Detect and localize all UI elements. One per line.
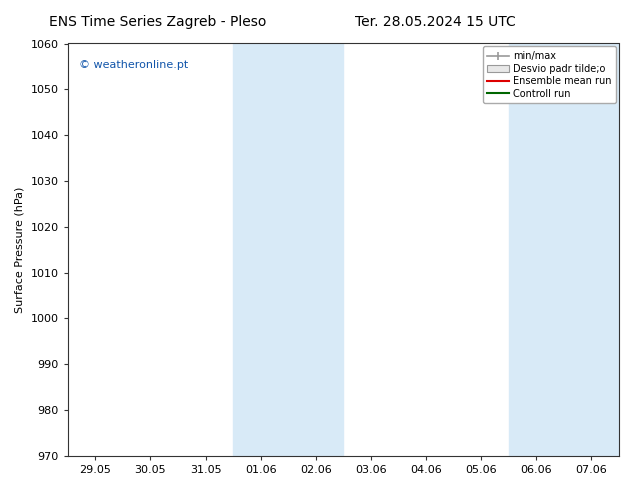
Legend: min/max, Desvio padr tilde;o, Ensemble mean run, Controll run: min/max, Desvio padr tilde;o, Ensemble m… — [482, 47, 616, 103]
Text: Ter. 28.05.2024 15 UTC: Ter. 28.05.2024 15 UTC — [355, 15, 516, 29]
Text: ENS Time Series Zagreb - Pleso: ENS Time Series Zagreb - Pleso — [49, 15, 266, 29]
Text: © weatheronline.pt: © weatheronline.pt — [79, 60, 188, 70]
Bar — [233, 44, 344, 456]
Y-axis label: Surface Pressure (hPa): Surface Pressure (hPa) — [15, 187, 25, 313]
Bar — [508, 44, 619, 456]
